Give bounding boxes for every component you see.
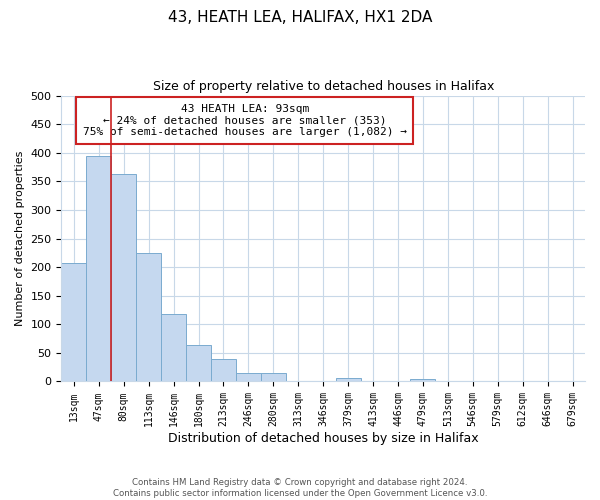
- Bar: [236, 374, 261, 382]
- Bar: [111, 174, 136, 382]
- Bar: [211, 358, 236, 382]
- Text: Contains HM Land Registry data © Crown copyright and database right 2024.
Contai: Contains HM Land Registry data © Crown c…: [113, 478, 487, 498]
- Bar: [261, 374, 286, 382]
- Bar: [161, 314, 186, 382]
- Text: 43 HEATH LEA: 93sqm
← 24% of detached houses are smaller (353)
75% of semi-detac: 43 HEATH LEA: 93sqm ← 24% of detached ho…: [83, 104, 407, 138]
- Bar: [86, 156, 111, 382]
- Y-axis label: Number of detached properties: Number of detached properties: [15, 151, 25, 326]
- Bar: [186, 346, 211, 382]
- Text: 43, HEATH LEA, HALIFAX, HX1 2DA: 43, HEATH LEA, HALIFAX, HX1 2DA: [168, 10, 432, 25]
- Bar: [61, 263, 86, 382]
- Bar: [560, 381, 585, 382]
- Bar: [335, 378, 361, 382]
- Bar: [410, 378, 436, 382]
- Title: Size of property relative to detached houses in Halifax: Size of property relative to detached ho…: [152, 80, 494, 93]
- Bar: [136, 254, 161, 382]
- X-axis label: Distribution of detached houses by size in Halifax: Distribution of detached houses by size …: [168, 432, 479, 445]
